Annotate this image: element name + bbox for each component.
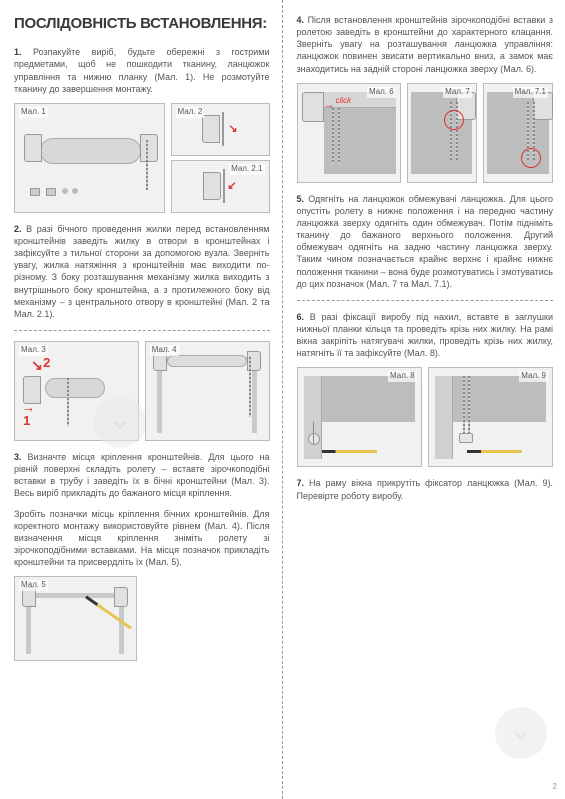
step-5: 5. Одягніть на ланцюжок обмежувачі ланцю…: [297, 193, 554, 290]
fig5-label: Мал. 5: [19, 580, 48, 591]
red-label-2: 2: [43, 354, 50, 372]
fig7-label: Мал. 7: [443, 87, 472, 98]
divider-right: [297, 300, 554, 301]
fig9-label: Мал. 9: [519, 371, 548, 382]
click-label: click: [336, 96, 352, 107]
step-1: 1. Розпакуйте виріб, будьте обережні з г…: [14, 46, 270, 95]
divider-left: [14, 330, 270, 331]
step-2: 2. В разі бічного проведення жилки перед…: [14, 223, 270, 320]
page-title: ПОСЛІДОВНІСТЬ ВСТАНОВЛЕННЯ:: [14, 14, 270, 34]
figure-7: Мал. 7: [407, 83, 477, 183]
figure-3: Мал. 3 ↘ → 1 2: [14, 341, 139, 441]
figure-5: Мал. 5: [14, 576, 137, 661]
figure-1: Мал. 1: [14, 103, 165, 213]
figure-6: Мал. 6 → click: [297, 83, 401, 183]
figure-2-1: Мал. 2.1 ↙: [171, 160, 270, 213]
fig8-label: Мал. 8: [388, 371, 417, 382]
step-3b: Зробіть позначки місць кріплення бічних …: [14, 508, 270, 569]
fig-row-4: Мал. 6 → click Мал. 7: [297, 83, 554, 183]
fig-row-3: Мал. 5: [14, 576, 270, 661]
step-4: 4. Після встановлення кронштейнів зірочк…: [297, 14, 554, 75]
red-label-1: 1: [23, 412, 30, 430]
fig3-label: Мал. 3: [19, 345, 48, 356]
step-7: 7. На раму вікна прикрутіть фіксатор лан…: [297, 477, 554, 501]
fig4-label: Мал. 4: [150, 345, 179, 356]
fig1-label: Мал. 1: [19, 107, 48, 118]
fig2-label: Мал. 2: [176, 107, 205, 118]
fig-row-2: Мал. 3 ↘ → 1 2 Мал. 4: [14, 341, 270, 441]
fig-row-1: Мал. 1 Мал. 2: [14, 103, 270, 213]
fig6-label: Мал. 6: [367, 87, 396, 98]
figure-8: Мал. 8: [297, 367, 422, 467]
step-6: 6. В разі фіксації виробу під нахил, вст…: [297, 311, 554, 360]
fig21-label: Мал. 2.1: [229, 164, 264, 175]
figure-2: Мал. 2 ↘: [171, 103, 270, 156]
figure-9: Мал. 9: [428, 367, 553, 467]
page-number: 2: [553, 782, 557, 793]
figure-4: Мал. 4: [145, 341, 270, 441]
figure-7-1: Мал. 7.1: [483, 83, 553, 183]
fig-row-5: Мал. 8 Мал. 9: [297, 367, 554, 467]
red-arrow-2: ↘: [31, 356, 43, 375]
fig71-label: Мал. 7.1: [513, 87, 548, 98]
step-3a: 3. Визначте місця кріплення кронштейнів.…: [14, 451, 270, 500]
